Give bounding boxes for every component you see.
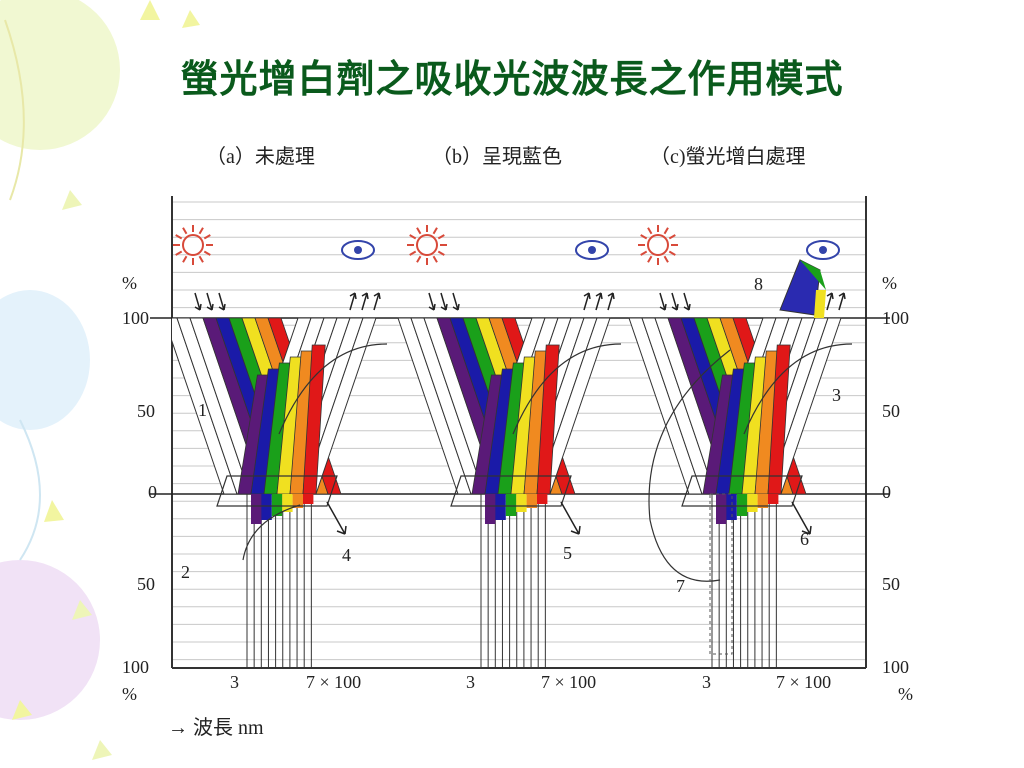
incoming-arrow bbox=[194, 292, 202, 311]
outgoing-arrow bbox=[583, 292, 591, 311]
callout-6: 6 bbox=[800, 529, 809, 549]
balloon-decoration bbox=[0, 290, 90, 430]
sample-plate bbox=[681, 475, 803, 507]
fluorescence-curve bbox=[648, 349, 731, 582]
sun-icon bbox=[638, 225, 678, 265]
left-axis-unit-top: % bbox=[122, 273, 137, 293]
absorption-curve bbox=[242, 504, 301, 561]
eye-icon bbox=[575, 240, 609, 260]
incoming-arrow bbox=[452, 292, 460, 311]
panel-a-x-end: 7 × 100 bbox=[306, 672, 361, 692]
left-tick-0: 0 bbox=[148, 482, 157, 502]
right-axis-unit-top: % bbox=[882, 273, 897, 293]
panel-a-label: （a）未處理 bbox=[206, 145, 315, 168]
callout-1: 1 bbox=[198, 400, 207, 420]
left-tick-100-top: 100 bbox=[122, 308, 149, 328]
page-title: 螢光增白劑之吸收光波波長之作用模式 bbox=[180, 56, 844, 101]
reflectance-curve bbox=[512, 343, 622, 435]
absorbed-spectrum-band bbox=[768, 494, 779, 504]
right-tick-100-top: 100 bbox=[882, 308, 909, 328]
uv-absorption-band bbox=[709, 493, 733, 655]
callout-8: 8 bbox=[754, 274, 763, 294]
panel-b-label: （b）呈現藍色 bbox=[432, 145, 562, 168]
absorbed-spectrum-band bbox=[282, 494, 293, 512]
balloon-decoration bbox=[0, 0, 120, 150]
incoming-arrow bbox=[218, 292, 226, 311]
incoming-arrow bbox=[671, 292, 679, 311]
left-tick-50-top: 50 bbox=[137, 401, 155, 421]
sun-icon bbox=[407, 225, 447, 265]
incoming-arrow bbox=[206, 292, 214, 311]
absorbed-spectrum-band bbox=[757, 494, 768, 508]
absorbed-spectrum-band bbox=[505, 494, 517, 516]
absorbed-spectrum-band bbox=[736, 494, 748, 516]
left-tick-100-bottom: 100 bbox=[122, 657, 149, 677]
wavelength-label: → 波長 nm bbox=[168, 716, 264, 739]
absorbed-spectrum-band bbox=[537, 494, 548, 504]
callout-3: 3 bbox=[832, 385, 841, 405]
incoming-arrow bbox=[428, 292, 436, 311]
absorbed-spectrum-band bbox=[271, 494, 283, 516]
outgoing-arrow bbox=[607, 292, 615, 311]
panel-c-x-end: 7 × 100 bbox=[776, 672, 831, 692]
left-tick-50-bottom: 50 bbox=[137, 574, 155, 594]
panel-b-x-end: 7 × 100 bbox=[541, 672, 596, 692]
absorbed-spectrum-band bbox=[485, 494, 496, 524]
eye-icon bbox=[806, 240, 840, 260]
balloon-decoration bbox=[0, 560, 100, 720]
fluorescent-emission-band bbox=[814, 290, 826, 318]
panel-b-x-start: 3 bbox=[466, 672, 475, 692]
outgoing-arrow bbox=[361, 292, 369, 311]
absorbed-spectrum-band bbox=[716, 494, 727, 524]
panel-c-x-start: 3 bbox=[702, 672, 711, 692]
absorbed-spectrum-band bbox=[292, 494, 303, 508]
outgoing-arrow bbox=[838, 292, 846, 311]
panel-c-label: （c)螢光增白處理 bbox=[650, 145, 806, 168]
right-tick-0: 0 bbox=[882, 482, 891, 502]
absorbed-spectrum-band bbox=[261, 494, 272, 520]
right-tick-100-bottom: 100 bbox=[882, 657, 909, 677]
incoming-arrow bbox=[440, 292, 448, 311]
absorbed-spectrum-band bbox=[526, 494, 537, 508]
sample-plate bbox=[216, 475, 338, 507]
absorbed-spectrum-band bbox=[516, 494, 527, 512]
absorbed-spectrum-band bbox=[303, 494, 314, 504]
absorbed-spectrum-band bbox=[251, 494, 262, 524]
sun-icon bbox=[173, 225, 213, 265]
reflectance-curve bbox=[743, 343, 853, 435]
panel-a-x-start: 3 bbox=[230, 672, 239, 692]
right-tick-50-bottom: 50 bbox=[882, 574, 900, 594]
plate-pointer-arrow bbox=[560, 501, 581, 535]
plate-pointer-arrow bbox=[791, 501, 812, 535]
callout-7: 7 bbox=[676, 576, 685, 596]
incoming-arrow bbox=[659, 292, 667, 311]
outgoing-arrow bbox=[595, 292, 603, 311]
outgoing-arrow bbox=[373, 292, 381, 311]
outgoing-arrow bbox=[826, 292, 834, 311]
callout-4: 4 bbox=[342, 545, 351, 565]
plate-pointer-arrow bbox=[326, 501, 347, 535]
sample-plate bbox=[450, 475, 572, 507]
absorbed-spectrum-band bbox=[726, 494, 737, 520]
left-axis-unit-bottom: % bbox=[122, 684, 137, 704]
outgoing-arrow bbox=[349, 292, 357, 311]
absorbed-spectrum-band bbox=[747, 494, 758, 512]
right-tick-50-top: 50 bbox=[882, 401, 900, 421]
fluorescent-emission-band bbox=[800, 260, 826, 290]
right-axis-unit-bottom: % bbox=[898, 684, 913, 704]
callout-2: 2 bbox=[181, 562, 190, 582]
absorbed-spectrum-band bbox=[495, 494, 506, 520]
incoming-arrow bbox=[683, 292, 691, 311]
eye-icon bbox=[341, 240, 375, 260]
reflectance-curve bbox=[278, 343, 388, 435]
callout-5: 5 bbox=[563, 543, 572, 563]
